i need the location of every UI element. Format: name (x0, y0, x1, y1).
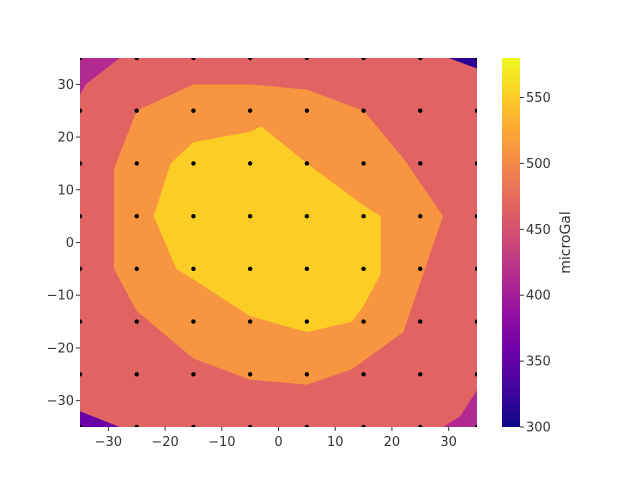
plot-area (80, 58, 477, 427)
station-point (418, 319, 423, 324)
x-tick-label: 0 (274, 435, 282, 450)
station-point (304, 424, 310, 427)
station-point (474, 213, 477, 219)
station-point (191, 58, 196, 61)
station-point (474, 161, 477, 166)
station-point (191, 161, 196, 166)
y-tick-label: 20 (57, 131, 74, 146)
station-point (304, 372, 310, 377)
x-tick-label: −20 (151, 435, 178, 450)
colorbar-tick-label: 300 (526, 421, 551, 436)
station-point (80, 108, 83, 113)
station-point (361, 58, 366, 61)
station-point (361, 372, 366, 377)
station-point (418, 108, 423, 113)
station-point (304, 319, 310, 324)
station-point (134, 424, 139, 427)
station-point (361, 213, 366, 219)
y-tick-label: −20 (47, 341, 74, 356)
colorbar-gradient (502, 58, 520, 427)
station-point (80, 372, 83, 377)
station-point (418, 58, 423, 61)
station-point (134, 319, 139, 324)
station-point (418, 424, 423, 427)
y-tick-label: 10 (57, 183, 74, 198)
station-point (134, 213, 139, 219)
station-point (474, 424, 477, 427)
station-point (361, 266, 366, 272)
x-tick-label: 30 (440, 435, 457, 450)
station-point (247, 424, 253, 427)
station-point (418, 266, 423, 272)
station-point (361, 161, 366, 166)
station-point (304, 266, 310, 272)
contour-band-550 (153, 126, 381, 333)
colorbar-tick-label: 350 (526, 355, 551, 370)
x-tick-label: −30 (95, 435, 122, 450)
y-tick-label: 0 (66, 236, 74, 251)
station-point (191, 108, 196, 113)
x-axis: −30 −20 −10 0 10 20 30 (95, 427, 457, 450)
colorbar-tick-label: 550 (526, 91, 551, 106)
y-tick-label: −10 (47, 289, 74, 304)
station-point (191, 372, 196, 377)
station-point (361, 319, 366, 324)
station-point (247, 161, 253, 166)
station-point (191, 319, 196, 324)
station-point (134, 58, 139, 61)
station-point (247, 319, 253, 324)
colorbar-label: microGal (558, 211, 574, 274)
station-point (80, 319, 83, 324)
station-point (247, 58, 253, 61)
station-point (418, 372, 423, 377)
y-tick-label: −30 (47, 394, 74, 409)
station-point (80, 213, 83, 219)
y-axis: −30 −20 −10 0 10 20 30 (47, 78, 80, 409)
y-tick-label: 30 (57, 78, 74, 93)
station-point (247, 213, 253, 219)
station-point (134, 108, 139, 113)
colorbar-tick-label: 500 (526, 157, 551, 172)
colorbar-tick-label: 450 (526, 223, 551, 238)
station-point (418, 161, 423, 166)
x-tick-label: 20 (384, 435, 401, 450)
station-point (474, 372, 477, 377)
station-point (304, 213, 310, 219)
station-point (134, 161, 139, 166)
station-point (247, 372, 253, 377)
station-point (247, 266, 253, 272)
station-point (418, 213, 423, 219)
station-point (361, 108, 366, 113)
station-point (80, 266, 83, 272)
station-point (247, 108, 253, 113)
station-point (80, 58, 83, 61)
station-point (134, 372, 139, 377)
station-point (80, 161, 83, 166)
station-point (474, 108, 477, 113)
station-point (304, 58, 310, 61)
station-point (361, 424, 366, 427)
colorbar: 300 350 400 450 500 550 microGal (502, 58, 574, 436)
station-point (304, 108, 310, 113)
station-point (191, 213, 196, 219)
station-point (191, 424, 196, 427)
colorbar-tick-label: 400 (526, 289, 551, 304)
x-tick-label: 10 (327, 435, 344, 450)
station-point (134, 266, 139, 272)
station-point (304, 161, 310, 166)
station-point (80, 424, 83, 427)
x-tick-label: −10 (208, 435, 235, 450)
station-point (474, 319, 477, 324)
station-point (474, 58, 477, 61)
station-point (474, 266, 477, 272)
station-point (191, 266, 196, 272)
